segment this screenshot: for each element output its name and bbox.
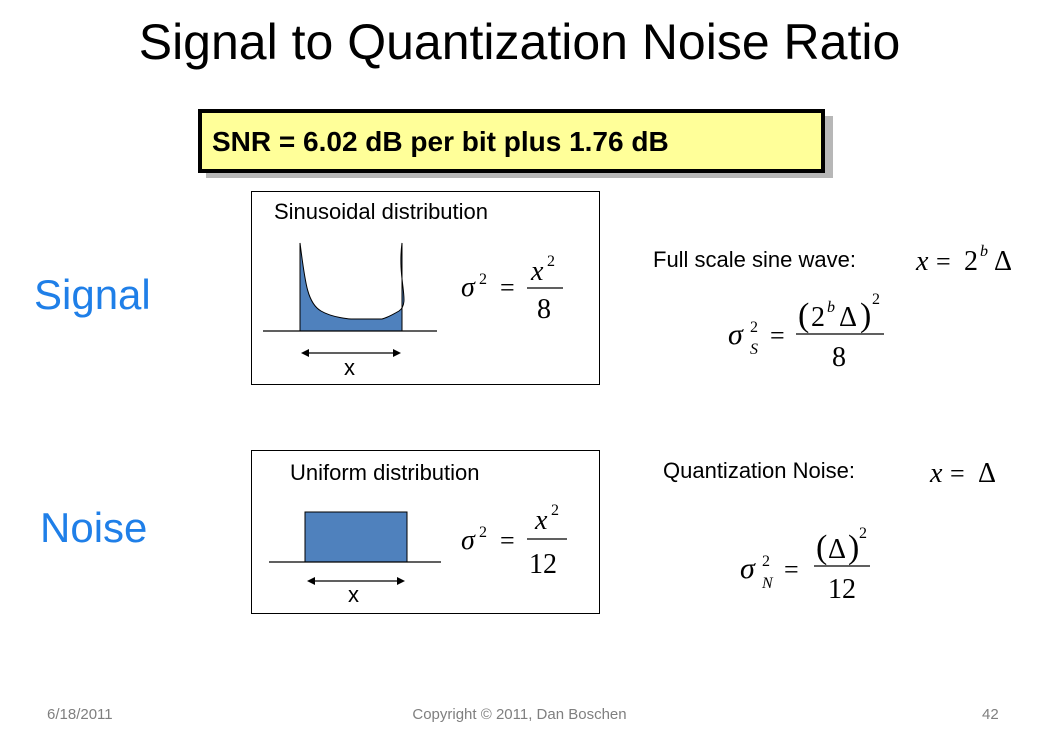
svg-text:σ: σ (461, 525, 476, 556)
svg-text:2: 2 (762, 553, 770, 570)
svg-text:2: 2 (964, 246, 978, 277)
svg-text:x: x (530, 256, 544, 287)
sinusoidal-pdf-area (299, 242, 405, 332)
signal-power-formula: σ 2 S = ( 2 b Δ ) 2 8 (728, 291, 884, 373)
noise-variance-formula: σ 2 = x 2 12 (461, 503, 567, 580)
svg-text:2: 2 (479, 271, 487, 288)
svg-text:x: x (915, 246, 929, 277)
svg-text:Δ: Δ (828, 534, 846, 565)
uniform-pdf-plot (269, 511, 441, 585)
footer-page-number: 42 (982, 706, 999, 723)
svg-text:σ: σ (461, 272, 476, 303)
svg-text:2: 2 (479, 524, 487, 541)
svg-text:2: 2 (859, 525, 867, 542)
slide-title: Signal to Quantization Noise Ratio (138, 14, 901, 70)
svg-text:2: 2 (551, 503, 559, 519)
svg-text:2: 2 (750, 319, 758, 336)
uniform-pdf-area (304, 511, 408, 563)
footer-copyright: Copyright © 2011, Dan Boschen (412, 706, 627, 723)
svg-text:x: x (534, 505, 548, 536)
svg-text:(: ( (816, 529, 827, 566)
svg-text:8: 8 (537, 294, 551, 325)
svg-text:σ: σ (728, 318, 744, 351)
snr-callout-text: SNR = 6.02 dB per bit plus 1.76 dB (212, 126, 669, 157)
quantization-noise-label: Quantization Noise: (663, 458, 855, 483)
svg-text:Δ: Δ (978, 458, 996, 489)
svg-text:): ) (848, 529, 859, 566)
svg-text:b: b (980, 243, 988, 260)
fullscale-label: Full scale sine wave: (653, 247, 856, 272)
svg-text:8: 8 (832, 342, 846, 373)
svg-text:12: 12 (828, 574, 856, 605)
signal-variance-formula: σ 2 = x 2 8 (461, 253, 563, 325)
svg-text:=: = (500, 273, 515, 302)
svg-text:): ) (860, 297, 871, 334)
fullscale-formula: x = 2 b Δ (915, 243, 1012, 277)
noise-width-label: x (348, 582, 359, 607)
svg-text:Δ: Δ (994, 246, 1012, 277)
svg-text:=: = (950, 459, 965, 488)
uniform-distribution-title: Uniform distribution (290, 460, 480, 485)
svg-text:12: 12 (529, 549, 557, 580)
svg-text:b: b (827, 299, 835, 316)
svg-text:2: 2 (547, 253, 555, 270)
signal-width-label: x (344, 355, 355, 380)
footer-date: 6/18/2011 (47, 706, 113, 723)
svg-text:N: N (761, 575, 774, 592)
noise-label: Noise (40, 504, 148, 551)
svg-text:Δ: Δ (839, 302, 857, 333)
svg-text:σ: σ (740, 552, 756, 585)
noise-power-formula: σ 2 N = ( Δ ) 2 12 (740, 525, 870, 605)
svg-text:2: 2 (872, 291, 880, 308)
svg-text:=: = (784, 555, 799, 584)
svg-text:=: = (500, 526, 515, 555)
snr-callout-box (198, 109, 825, 173)
svg-text:(: ( (798, 297, 809, 334)
svg-text:x: x (929, 458, 943, 489)
quantization-noise-formula: x = Δ (929, 458, 996, 489)
svg-text:S: S (750, 341, 758, 358)
svg-text:=: = (770, 321, 785, 350)
sinusoidal-pdf-plot (263, 242, 437, 357)
signal-label: Signal (34, 271, 151, 318)
sinusoidal-distribution-title: Sinusoidal distribution (274, 199, 489, 224)
svg-text:2: 2 (811, 302, 825, 333)
svg-text:=: = (936, 247, 951, 276)
